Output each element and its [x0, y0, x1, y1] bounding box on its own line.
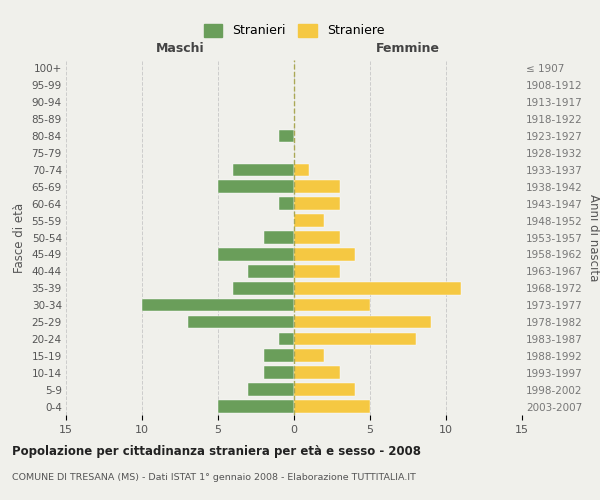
- Bar: [294, 180, 340, 193]
- Bar: [294, 265, 340, 278]
- Bar: [248, 265, 294, 278]
- Bar: [248, 384, 294, 396]
- Bar: [294, 366, 340, 379]
- Y-axis label: Fasce di età: Fasce di età: [13, 202, 26, 272]
- Bar: [294, 332, 416, 345]
- Bar: [218, 180, 294, 193]
- Bar: [294, 248, 355, 260]
- Bar: [142, 299, 294, 312]
- Bar: [233, 164, 294, 176]
- Bar: [294, 350, 325, 362]
- Bar: [294, 384, 355, 396]
- Bar: [294, 316, 431, 328]
- Y-axis label: Anni di nascita: Anni di nascita: [587, 194, 599, 281]
- Bar: [233, 282, 294, 294]
- Bar: [294, 164, 309, 176]
- Text: Maschi: Maschi: [155, 42, 205, 55]
- Bar: [263, 231, 294, 244]
- Legend: Stranieri, Straniere: Stranieri, Straniere: [200, 20, 388, 41]
- Bar: [279, 332, 294, 345]
- Text: Popolazione per cittadinanza straniera per età e sesso - 2008: Popolazione per cittadinanza straniera p…: [12, 445, 421, 458]
- Text: COMUNE DI TRESANA (MS) - Dati ISTAT 1° gennaio 2008 - Elaborazione TUTTITALIA.IT: COMUNE DI TRESANA (MS) - Dati ISTAT 1° g…: [12, 472, 416, 482]
- Bar: [263, 366, 294, 379]
- Bar: [294, 299, 370, 312]
- Bar: [294, 282, 461, 294]
- Bar: [294, 400, 370, 413]
- Bar: [218, 400, 294, 413]
- Bar: [218, 248, 294, 260]
- Bar: [294, 198, 340, 210]
- Bar: [279, 198, 294, 210]
- Bar: [188, 316, 294, 328]
- Text: Femmine: Femmine: [376, 42, 440, 55]
- Bar: [294, 214, 325, 227]
- Bar: [279, 130, 294, 142]
- Bar: [294, 231, 340, 244]
- Bar: [263, 350, 294, 362]
